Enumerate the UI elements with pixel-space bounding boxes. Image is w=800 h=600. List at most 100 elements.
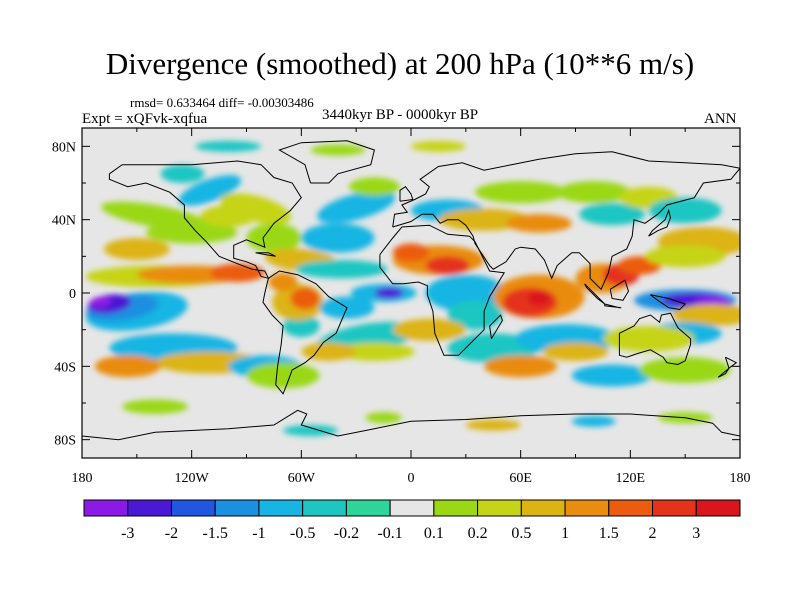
contour-region-44 [648, 197, 722, 224]
contour-region-12 [283, 315, 320, 337]
contour-region-20 [295, 260, 388, 279]
contour-region-70 [283, 425, 338, 436]
colorbar-swatch [695, 499, 741, 517]
contour-region-67 [571, 364, 653, 387]
contour-region-40 [506, 214, 572, 233]
x-tick-label: 180 [72, 471, 93, 486]
coastline-2 [278, 140, 375, 184]
contour-region-34 [447, 300, 503, 330]
colorbar-label: -1 [252, 525, 265, 542]
colorbar-label: -2 [165, 525, 178, 542]
contour-region-73 [571, 415, 616, 427]
colorbar-swatch [520, 499, 566, 517]
contour-region-39 [474, 181, 567, 204]
colorbar-label: -0.2 [334, 525, 359, 542]
coastline-5 [399, 186, 414, 202]
contour-region-63 [94, 355, 161, 378]
colorbar-swatch [608, 499, 654, 517]
y-tick-label: 0 [69, 287, 76, 302]
coastline-16 [255, 252, 276, 257]
contour-region-16 [317, 190, 396, 224]
contour-region-65 [246, 362, 320, 389]
x-tick-label: 60W [288, 471, 316, 486]
contour-region-69 [122, 399, 189, 414]
colorbar-label: -1.5 [203, 525, 228, 542]
contour-region-35 [392, 318, 466, 341]
colorbar-label: 1.5 [599, 525, 619, 542]
coastline-4 [392, 151, 740, 291]
colorbar-label: 0.2 [468, 525, 488, 542]
colorbar-label: -0.1 [377, 525, 402, 542]
y-tick-label: 80S [54, 434, 76, 449]
contour-region-17 [301, 223, 375, 253]
contour-region-72 [465, 419, 521, 431]
contour-region-71 [365, 412, 402, 424]
contour-region-13 [220, 193, 292, 225]
contour-region-18 [348, 177, 401, 196]
colorbar: -3 -2 -1.5 -1 -0.5 -0.2 -0.1 0.1 0.2 0.5 1 1.5 2 3 [83, 499, 741, 542]
contour-region-28 [334, 342, 415, 361]
coastline-9 [609, 279, 630, 301]
contour-region-41 [557, 181, 631, 204]
x-tick-label: 120E [616, 471, 646, 486]
contour-region-47 [527, 291, 550, 306]
chart-title: Divergence (smoothed) at 200 hPa (10**6 … [105, 46, 695, 81]
coastlines [82, 140, 740, 441]
colorbar-swatch [564, 499, 610, 517]
contour-region-23 [268, 272, 298, 292]
colorbar-label: 0.1 [424, 525, 444, 542]
colorbar-swatch [389, 499, 435, 517]
colorbar-swatch [345, 499, 391, 517]
contour-region-58 [602, 326, 695, 352]
divergence-field [85, 140, 740, 436]
colorbar-swatch [214, 499, 260, 517]
colorbar-swatch [258, 499, 304, 517]
x-tick-label: 0 [408, 471, 415, 486]
contour-region-3 [89, 296, 112, 308]
colorbar-swatch [83, 499, 129, 517]
contour-region-14 [246, 223, 302, 253]
contour-region-76 [411, 140, 466, 152]
x-tick-label: 120W [175, 471, 210, 486]
contour-region-15 [200, 205, 256, 227]
colorbar-swatch [477, 499, 522, 517]
season-label: ANN [704, 111, 737, 127]
coastline-12 [618, 312, 692, 366]
colorbar-label: 0.5 [511, 525, 531, 542]
contour-region-22 [290, 287, 320, 310]
colorbar-label: 2 [649, 525, 657, 542]
contour-region-8 [145, 221, 238, 244]
coastline-3 [379, 224, 506, 356]
contour-region-49 [542, 342, 609, 361]
colorbar-swatch [652, 499, 697, 517]
coastline-7 [648, 208, 672, 237]
colorbar-label: 1 [561, 525, 569, 542]
contour-region-56 [672, 304, 740, 326]
coastline-11 [604, 303, 622, 309]
coastline-1 [262, 270, 348, 395]
coastline-0 [108, 160, 302, 280]
contour-region-66 [484, 355, 558, 378]
contour-region-68 [639, 357, 731, 383]
period-label: 3440kyr BP - 0000kyr BP [322, 107, 479, 123]
colorbar-label: -0.5 [290, 525, 315, 542]
colorbar-label: -3 [121, 525, 134, 542]
y-tick-label: 80N [52, 140, 76, 155]
colorbar-swatch [302, 499, 347, 517]
contour-region-42 [579, 203, 645, 226]
contour-region-25 [374, 287, 404, 299]
contour-region-75 [310, 144, 366, 156]
x-tick-label: 180 [730, 471, 751, 486]
contour-region-77 [195, 140, 262, 152]
contour-region-32 [392, 243, 430, 262]
x-tick-label: 60E [509, 471, 532, 486]
contour-region-60 [644, 245, 726, 268]
coastline-13 [724, 356, 738, 370]
coastline-6 [489, 314, 503, 340]
contour-region-11 [160, 164, 205, 183]
coastline-14 [717, 367, 730, 378]
stats-text: rmsd= 0.633464 diff= -0.00303486 [130, 95, 314, 110]
coastline-8 [584, 283, 606, 305]
colorbar-label: 3 [692, 525, 700, 542]
